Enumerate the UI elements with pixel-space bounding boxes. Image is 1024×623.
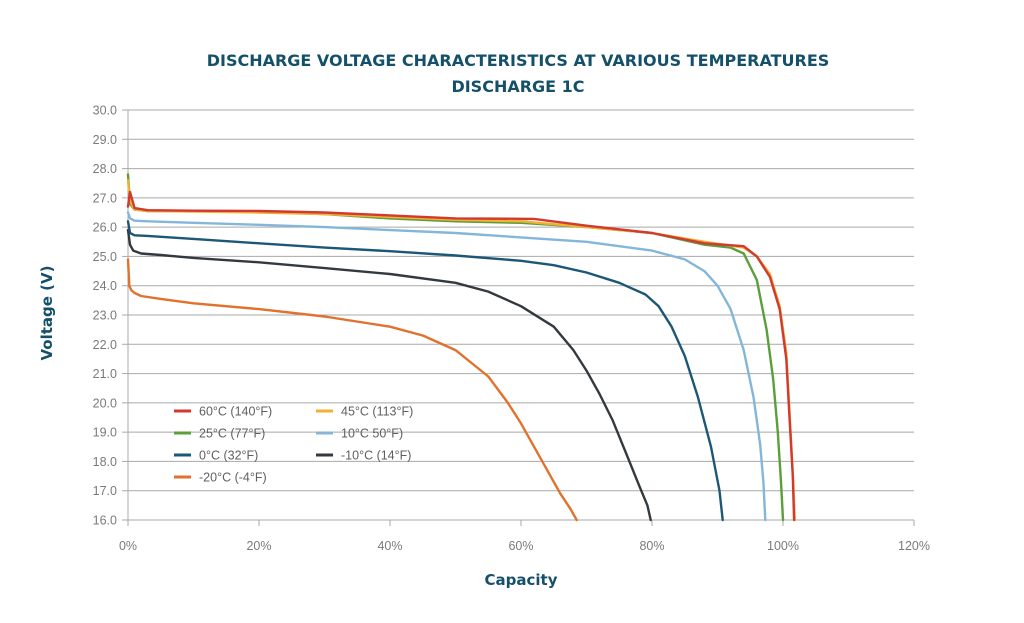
series-line-4 bbox=[126, 220, 724, 522]
y-tick-label: 19.0 bbox=[93, 426, 117, 440]
y-tick-label: 24.0 bbox=[93, 279, 117, 293]
series-line-6 bbox=[126, 258, 578, 522]
legend-label-1: 45°C (113°F) bbox=[341, 405, 413, 419]
x-tick-labels: 0% 20% 40% 60% 80% 100% 120% bbox=[119, 539, 930, 553]
y-tick-label: 22.0 bbox=[93, 338, 117, 352]
x-tick-label: 20% bbox=[246, 539, 271, 553]
legend-label-0: 60°C (140°F) bbox=[199, 405, 272, 419]
y-tick-label: 20.0 bbox=[93, 396, 117, 410]
y-tick-label: 21.0 bbox=[93, 367, 117, 381]
gridlines bbox=[122, 109, 915, 526]
series-line-2 bbox=[126, 173, 785, 522]
y-tick-label: 17.0 bbox=[93, 484, 117, 498]
chart-title-line-2: DISCHARGE 1C bbox=[451, 77, 584, 96]
y-tick-label: 28.0 bbox=[93, 162, 117, 176]
chart-title-line-1: DISCHARGE VOLTAGE CHARACTERISTICS AT VAR… bbox=[207, 51, 830, 70]
legend-label-2: 25°C (77°F) bbox=[199, 427, 265, 441]
y-tick-label: 23.0 bbox=[93, 309, 117, 323]
x-tick-label: 40% bbox=[377, 539, 402, 553]
series-line-0 bbox=[126, 190, 796, 522]
legend-label-6: -20°C (-4°F) bbox=[199, 471, 267, 485]
legend-label-5: -10°C (14°F) bbox=[341, 449, 411, 463]
x-tick-label: 80% bbox=[639, 539, 664, 553]
y-tick-label: 30.0 bbox=[93, 104, 117, 118]
series-line-1 bbox=[126, 179, 796, 522]
y-axis-label: Voltage (V) bbox=[38, 266, 56, 361]
y-tick-label: 29.0 bbox=[93, 133, 117, 147]
series-lines bbox=[126, 173, 796, 522]
legend-label-4: 0°C (32°F) bbox=[199, 449, 258, 463]
y-tick-label: 25.0 bbox=[93, 250, 117, 264]
x-tick-label: 60% bbox=[508, 539, 533, 553]
y-tick-label: 18.0 bbox=[93, 455, 117, 469]
y-tick-label: 26.0 bbox=[93, 221, 117, 235]
series-line-3 bbox=[126, 211, 767, 522]
y-tick-label: 16.0 bbox=[93, 514, 117, 528]
series-line-5 bbox=[126, 228, 652, 522]
x-axis-label: Capacity bbox=[485, 571, 558, 589]
y-tick-labels: 16.0 17.0 18.0 19.0 20.0 21.0 22.0 23.0 24.0 25.0… bbox=[93, 104, 117, 528]
x-tick-label: 100% bbox=[767, 539, 799, 553]
x-tick-label: 0% bbox=[119, 539, 137, 553]
y-tick-label: 27.0 bbox=[93, 191, 117, 205]
x-tick-label: 120% bbox=[898, 539, 930, 553]
legend: 60°C (140°F) 45°C (113°F) 25°C (77°F) 10°C … bbox=[174, 405, 413, 485]
legend-label-3: 10°C 50°F) bbox=[341, 427, 403, 441]
